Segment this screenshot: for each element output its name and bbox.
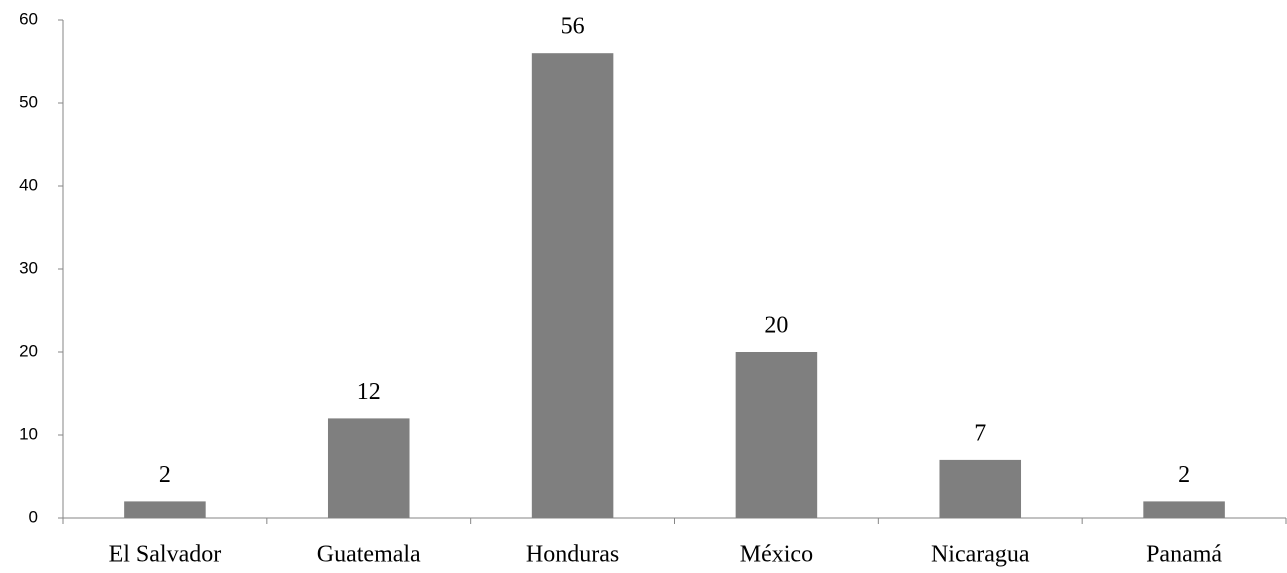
y-tick-label: 20 — [19, 341, 38, 360]
y-tick-label: 50 — [19, 92, 38, 111]
x-tick-label: El Salvador — [109, 542, 222, 568]
bar — [327, 418, 410, 518]
y-tick-label: 30 — [19, 258, 38, 277]
bar — [939, 459, 1022, 518]
bar — [1143, 501, 1225, 518]
y-tick-label: 0 — [29, 507, 38, 526]
data-label: 12 — [357, 379, 381, 405]
data-label: 7 — [974, 420, 986, 446]
x-tick-label: Panamá — [1146, 542, 1222, 568]
data-label: 2 — [1178, 462, 1190, 488]
bar — [124, 501, 206, 518]
bar — [735, 352, 818, 518]
bar — [531, 53, 614, 518]
y-tick-label: 60 — [19, 9, 38, 28]
y-tick-label: 10 — [19, 424, 38, 443]
y-tick-label: 40 — [19, 175, 38, 194]
x-tick-label: Honduras — [526, 542, 619, 568]
data-label: 2 — [159, 462, 171, 488]
data-label: 56 — [561, 14, 585, 40]
x-tick-label: Guatemala — [317, 542, 421, 568]
x-tick-label: Nicaragua — [931, 542, 1030, 568]
x-tick-label: México — [740, 542, 813, 568]
data-label: 20 — [764, 313, 788, 339]
